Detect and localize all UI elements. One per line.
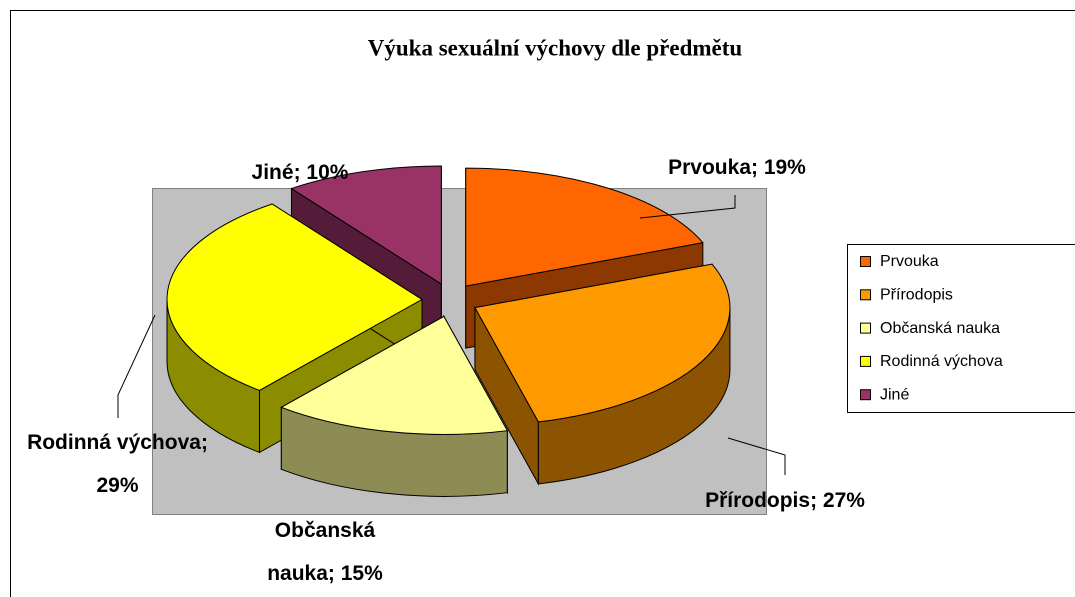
slice-group [280, 314, 509, 497]
legend-entries: Prvouka Přírodopis Občanská nauka Rodinná v… [860, 253, 1003, 403]
legend-swatch [860, 389, 871, 401]
slice [290, 165, 442, 285]
legend-label: Rodinná výchova [880, 353, 1003, 370]
legend-swatch [860, 355, 871, 367]
slice-group [474, 263, 731, 486]
slice [166, 203, 423, 391]
data-label: Prvouka; 19% [668, 156, 806, 179]
legend-swatch [860, 256, 871, 267]
legend-swatch [860, 322, 871, 334]
legend-label: Prvouka [880, 253, 939, 270]
slice [280, 315, 509, 435]
slice [465, 167, 704, 287]
legend-label: Přírodopis [880, 287, 953, 304]
chart-title: Výuka sexuální výchovy dle předmětu [368, 35, 743, 60]
data-label: Jiné; 10% [251, 161, 349, 184]
legend-label: Jiné [880, 386, 909, 403]
data-label: Rodinná výchova; 29% [27, 431, 208, 497]
slice [474, 263, 731, 423]
leader-line [639, 195, 736, 219]
data-label: Přírodopis; 27% [705, 489, 865, 512]
legend-swatch [860, 289, 871, 301]
data-label: Občanská nauka; 15% [267, 519, 383, 585]
legend-label: Občanská nauka [880, 320, 1000, 337]
legend [847, 244, 1075, 413]
leader-line [117, 314, 156, 418]
leader-line [727, 437, 786, 475]
pie [166, 165, 731, 497]
